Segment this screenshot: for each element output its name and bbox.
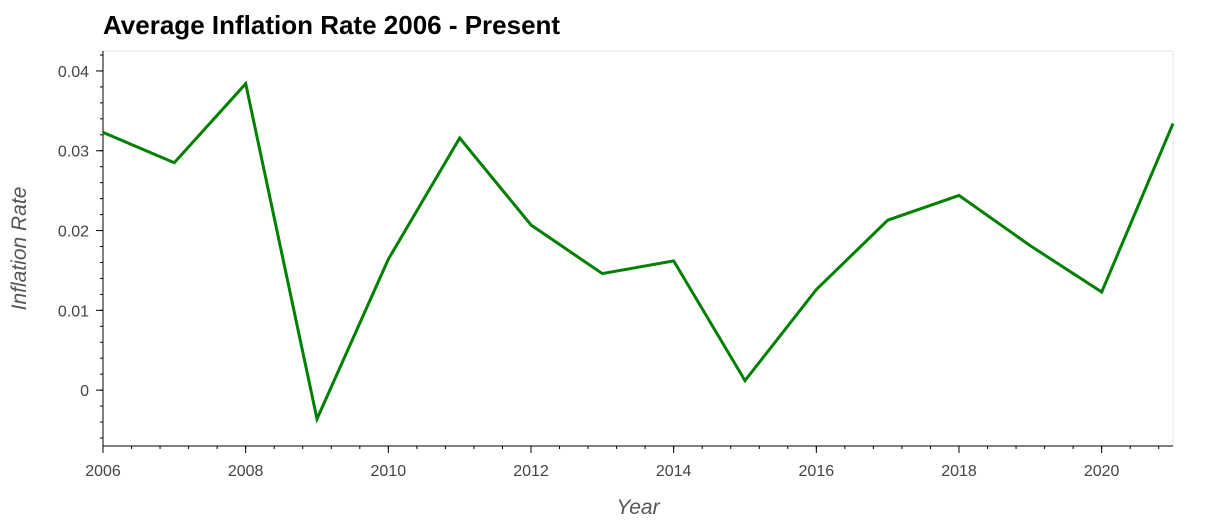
x-tick-label: 2014 [656, 463, 692, 480]
y-tick-label: 0.02 [58, 224, 89, 241]
series-layer [102, 80, 1175, 424]
plot-area [102, 50, 1174, 447]
x-axis: 2006 2008 2010 2012 2014 2016 2018 2020 [85, 445, 1173, 480]
x-tick-label: 2010 [371, 463, 407, 480]
x-tick-label: 2008 [228, 463, 264, 480]
x-tick-label: 2020 [1084, 463, 1120, 480]
series-line [102, 80, 1175, 424]
y-tick-label: 0 [80, 383, 89, 400]
y-tick-label: 0.04 [58, 64, 89, 81]
y-axis-label: Inflation Rate [8, 187, 31, 311]
x-tick-label: 2006 [85, 463, 121, 480]
x-tick-label: 2018 [941, 463, 977, 480]
y-tick-label: 0.03 [58, 144, 89, 161]
x-axis-label: Year [616, 496, 660, 519]
y-tick-label: 0.01 [58, 303, 89, 320]
y-axis: 0 0.01 0.02 0.03 0.04 [58, 51, 104, 446]
x-tick-label: 2012 [513, 463, 549, 480]
chart-title: Average Inflation Rate 2006 - Present [103, 10, 561, 40]
x-tick-label: 2016 [799, 463, 835, 480]
